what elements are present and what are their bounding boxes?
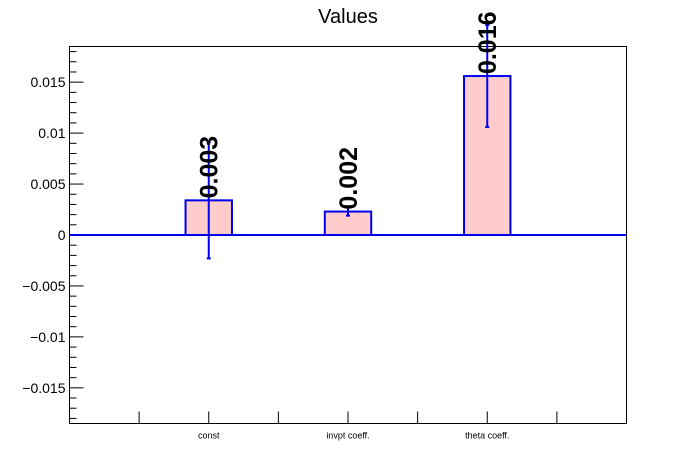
bar-value-label: 0.016 [474, 11, 502, 74]
chart-title: Values [318, 6, 378, 28]
y-tick-label: −0.005 [22, 278, 65, 294]
bar-value-label: 0.002 [335, 147, 363, 210]
y-tick-label: 0.015 [30, 74, 65, 90]
x-category-label: const [198, 431, 220, 441]
x-axis: const invpt coeff. theta coeff. [138, 411, 558, 441]
x-category-label: theta coeff. [465, 431, 509, 441]
bar-value-label: 0.003 [196, 136, 224, 199]
y-tick-label: −0.01 [30, 329, 66, 345]
y-tick-label: 0 [58, 227, 66, 243]
y-tick-label: 0.01 [38, 125, 65, 141]
y-tick-label: 0.005 [30, 176, 65, 192]
data-labels: 0.003 0.002 0.016 [196, 11, 503, 209]
y-tick-label: −0.015 [22, 380, 65, 396]
bar-series [69, 24, 627, 260]
x-category-label: invpt coeff. [326, 431, 369, 441]
y-axis: −0.015 −0.01 −0.005 0 0.005 0.01 0.015 [22, 51, 84, 419]
